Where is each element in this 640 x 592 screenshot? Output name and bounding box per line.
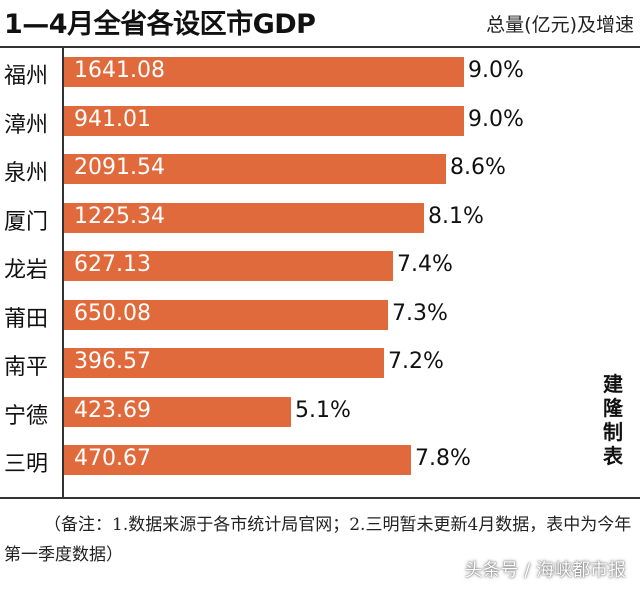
category-label: 莆田 — [4, 306, 49, 332]
value-label: 2091.54 — [74, 155, 165, 180]
growth-label: 7.2% — [388, 349, 444, 374]
chart-title: 1—4月全省各设区市GDP — [4, 9, 316, 40]
bar — [64, 299, 388, 330]
bar-row: 漳州 941.01 9.0% — [0, 101, 640, 145]
growth-label: 7.3% — [392, 300, 448, 326]
top-rule — [0, 46, 640, 48]
value-label: 650.08 — [74, 300, 151, 326]
value-label: 396.57 — [74, 349, 151, 374]
axis-line — [62, 48, 64, 498]
bar — [64, 154, 446, 184]
growth-label: 8.1% — [428, 203, 484, 229]
bar — [64, 396, 291, 427]
category-label: 福州 — [4, 64, 49, 89]
bar-row: 宁德 423.69 5.1% — [0, 392, 640, 436]
bar — [64, 445, 411, 475]
value-label: 1641.08 — [74, 58, 165, 83]
value-label: 470.67 — [74, 446, 151, 471]
growth-label: 9.0% — [468, 58, 524, 83]
category-label: 漳州 — [4, 112, 49, 138]
category-label: 龙岩 — [4, 258, 49, 283]
bar-row: 南平 396.57 7.2% — [0, 343, 640, 387]
category-label: 三明 — [4, 452, 49, 477]
bar-row: 福州 1641.08 9.0% — [0, 52, 640, 96]
growth-label: 9.0% — [468, 106, 524, 132]
category-label: 泉州 — [4, 161, 49, 186]
bar-row: 三明 470.67 7.8% — [0, 440, 640, 484]
bar-row: 龙岩 627.13 7.4% — [0, 246, 640, 290]
credit-label: 建隆制表 — [603, 372, 623, 468]
footnote: （备注：1.数据来源于各市统计局官网；2.三明暂未更新4月数据，表中为今年第一季… — [4, 515, 632, 565]
bar — [64, 105, 464, 136]
growth-label: 8.6% — [450, 155, 506, 180]
growth-label: 7.8% — [415, 446, 471, 471]
value-label: 1225.34 — [74, 203, 165, 229]
unit-label: 总量(亿元)及增速 — [486, 14, 634, 36]
value-label: 627.13 — [74, 252, 151, 277]
bottom-rule — [0, 497, 640, 499]
bar-row: 莆田 650.08 7.3% — [0, 295, 640, 339]
bar — [64, 348, 384, 378]
category-label: 宁德 — [4, 403, 49, 429]
growth-label: 5.1% — [295, 397, 351, 423]
bar — [64, 251, 393, 281]
value-label: 423.69 — [74, 397, 151, 423]
growth-label: 7.4% — [397, 252, 453, 277]
bar — [64, 57, 464, 87]
bar-row: 泉州 2091.54 8.6% — [0, 149, 640, 193]
bar — [64, 202, 424, 233]
bar-row: 厦门 1225.34 8.1% — [0, 198, 640, 242]
source-watermark: 头条号 / 海峡都市报 — [464, 560, 626, 581]
category-label: 南平 — [4, 355, 49, 380]
value-label: 941.01 — [74, 106, 151, 132]
category-label: 厦门 — [4, 209, 49, 235]
